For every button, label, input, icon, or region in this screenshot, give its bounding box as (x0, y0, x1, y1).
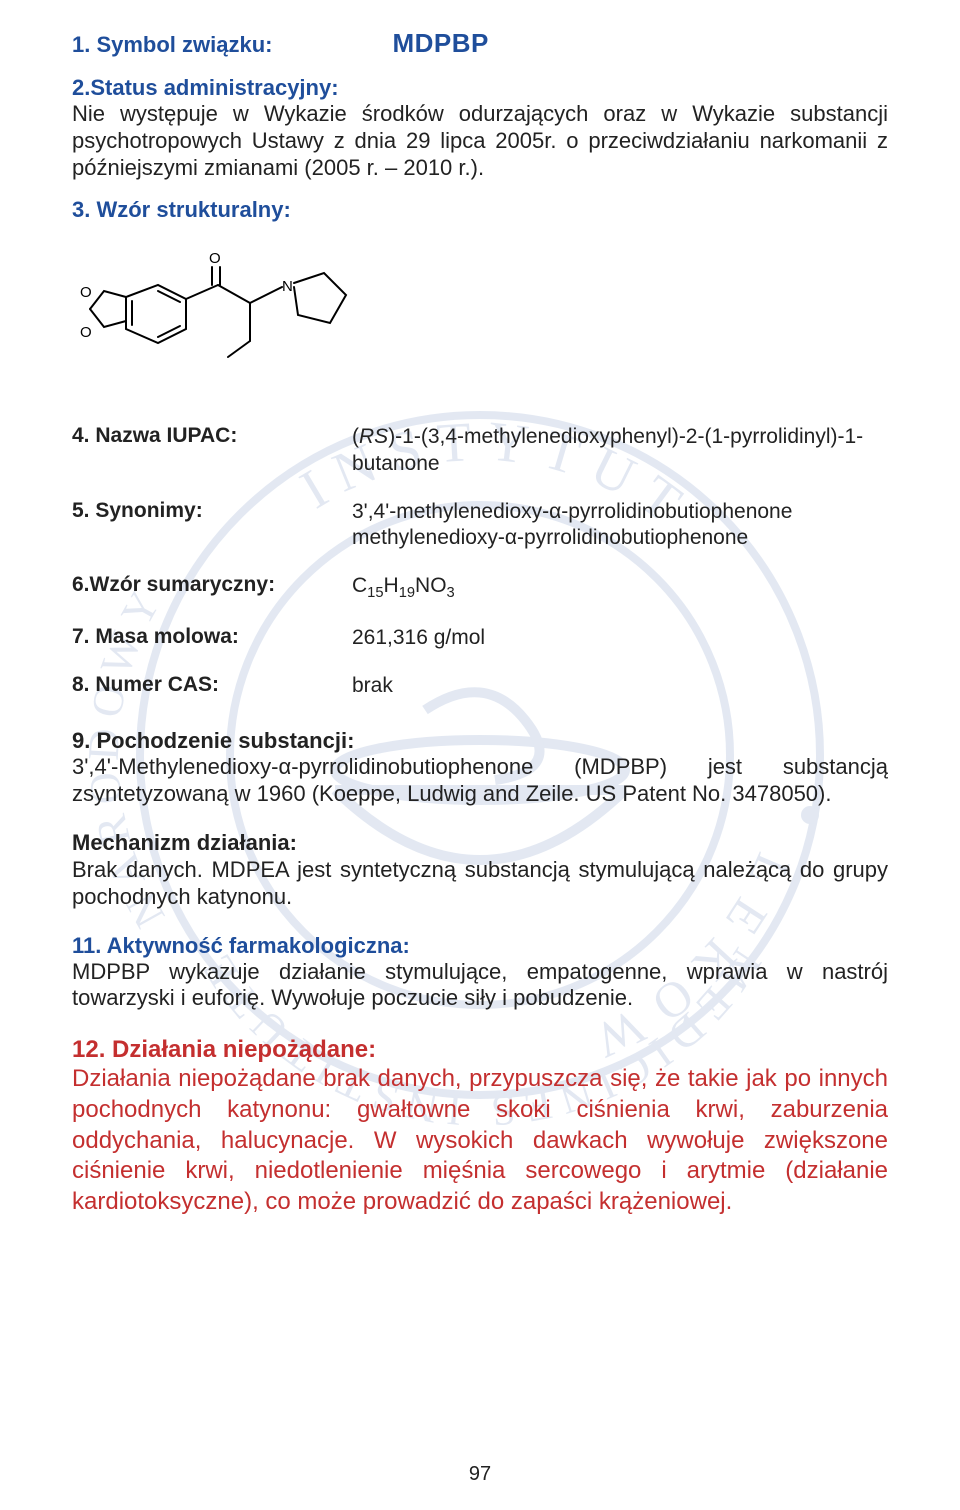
synonyms-label: 5. Synonimy: (72, 499, 352, 552)
mass-value: 261,316 g/mol (352, 625, 888, 651)
section-7: 7. Masa molowa: 261,316 g/mol (72, 625, 888, 651)
section-11: 11. Aktywność farmakologiczna: MDPBP wyk… (72, 933, 888, 1013)
formula-h-sub: 19 (399, 586, 415, 602)
section-9: 9. Pochodzenie substancji: 3',4'-Methyle… (72, 728, 888, 808)
formula-c: C (352, 574, 367, 597)
synonyms-value: 3',4'-methylenedioxy-α-pyrrolidinobutiop… (352, 499, 888, 552)
iupac-italic: RS (359, 425, 388, 448)
section-12-title-text: Działania niepożądane: (112, 1036, 376, 1063)
document-page: 1. Symbol związku: MDPBP 2.Status admini… (0, 0, 960, 1258)
section-2: 2.Status administracyjny: Nie występuje … (72, 75, 888, 181)
svg-text:O: O (80, 324, 92, 341)
svg-text:O: O (80, 284, 92, 301)
section-9-title: 9. Pochodzenie substancji: (72, 728, 888, 755)
page-number: 97 (0, 1463, 960, 1486)
mass-label: 7. Masa molowa: (72, 625, 352, 651)
iupac-prefix: ( (352, 425, 359, 448)
iupac-value: (RS)-1-(3,4-methylenedioxyphenyl)-2-(1-p… (352, 424, 888, 477)
section-5: 5. Synonimy: 3',4'-methylenedioxy-α-pyrr… (72, 499, 888, 552)
section-6: 6.Wzór sumaryczny: C15H19NO3 (72, 573, 888, 603)
section-1-heading: 1. Symbol związku: MDPBP (72, 28, 888, 59)
section-4: 4. Nazwa IUPAC: (RS)-1-(3,4-methylenedio… (72, 424, 888, 477)
section-11-body: MDPBP wykazuje działanie stymulujące, em… (72, 959, 888, 1013)
section-12: 12. Działania niepożądane: Działania nie… (72, 1036, 888, 1218)
section-3-title: 3. Wzór strukturalny: (72, 197, 291, 222)
mechanism-body: Brak danych. MDPEA jest syntetyczną subs… (72, 857, 888, 911)
section-12-num: 12. (72, 1036, 112, 1063)
section-9-body: 3',4'-Methylenedioxy-α-pyrrolidinobutiop… (72, 754, 888, 808)
section-2-title: 2.Status administracyjny: (72, 75, 339, 100)
formula-value: C15H19NO3 (352, 573, 888, 603)
iupac-label: 4. Nazwa IUPAC: (72, 424, 352, 477)
formula-no-sub: 3 (447, 586, 455, 602)
cas-value: brak (352, 673, 888, 699)
chemical-structure: O O O N (72, 237, 888, 402)
formula-h: H (384, 574, 399, 597)
symbol-value: MDPBP (393, 28, 489, 59)
section-8: 8. Numer CAS: brak (72, 673, 888, 699)
iupac-rest: )-1-(3,4-methylenedioxyphenyl)-2-(1-pyrr… (352, 425, 863, 474)
formula-c-sub: 15 (367, 586, 383, 602)
formula-label: 6.Wzór sumaryczny: (72, 573, 352, 603)
cas-label: 8. Numer CAS: (72, 673, 352, 699)
section-12-title: 12. Działania niepożądane: (72, 1036, 888, 1064)
section-12-body: Działania niepożądane brak danych, przyp… (72, 1064, 888, 1218)
symbol-label: 1. Symbol związku: (72, 32, 273, 58)
section-2-body: Nie występuje w Wykazie środków odurzają… (72, 101, 888, 181)
formula-no: NO (415, 574, 447, 597)
svg-text:O: O (209, 250, 221, 267)
section-mechanism: Mechanizm działania: Brak danych. MDPEA … (72, 830, 888, 910)
section-3: 3. Wzór strukturalny: (72, 197, 888, 223)
svg-text:N: N (282, 278, 293, 295)
mechanism-title: Mechanizm działania: (72, 830, 888, 857)
section-11-title: 11. Aktywność farmakologiczna: (72, 933, 888, 959)
